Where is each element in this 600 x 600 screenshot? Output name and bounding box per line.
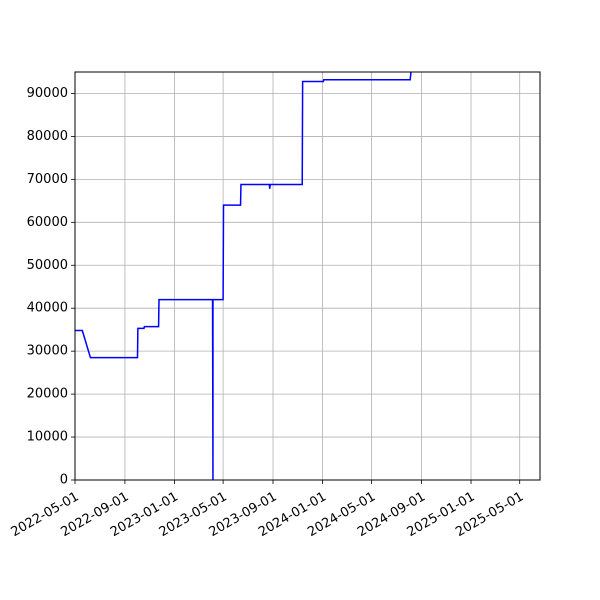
y-tick-label: 40000	[27, 301, 68, 316]
y-tick-label: 20000	[27, 387, 68, 402]
y-tick-label: 0	[60, 473, 68, 488]
y-tick-label: 30000	[27, 344, 68, 359]
y-tick-label: 80000	[27, 129, 68, 144]
y-axis: 0 10000 20000 30000 40000 50000 60000 70000 8000…	[27, 86, 75, 488]
series-line-0	[75, 72, 412, 480]
plot-area	[75, 72, 412, 480]
y-tick-label: 10000	[27, 430, 68, 445]
axes-frame	[74, 71, 541, 481]
y-tick-label: 60000	[27, 215, 68, 230]
y-tick-label: 50000	[27, 258, 68, 273]
y-tick-label: 90000	[27, 86, 68, 101]
y-tick-label: 70000	[27, 172, 68, 187]
